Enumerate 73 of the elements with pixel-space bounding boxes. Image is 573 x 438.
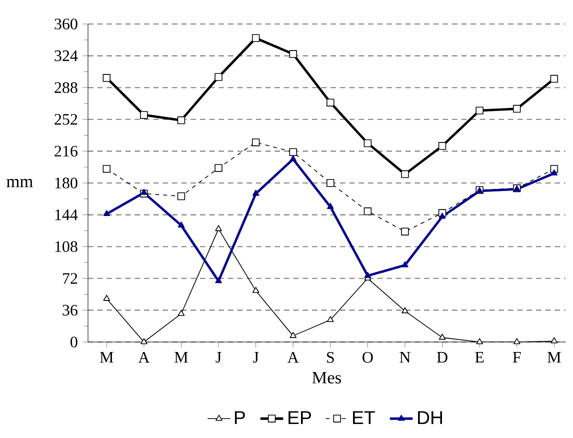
x-tick-label: S	[327, 352, 334, 363]
x-tick-label: A	[138, 352, 150, 363]
y-tick-label: 72	[63, 273, 78, 284]
x-tick-label: M	[174, 352, 188, 363]
point	[364, 207, 372, 216]
point	[102, 164, 111, 173]
point	[550, 74, 558, 83]
x-tick-label: J	[216, 352, 222, 363]
legend-label: DH	[418, 411, 442, 424]
x-tick-label: O	[362, 352, 373, 363]
point	[290, 155, 297, 162]
point	[326, 179, 334, 187]
x-tick-label: M	[548, 352, 561, 363]
point	[252, 286, 260, 293]
x-tick-label: N	[400, 352, 410, 363]
point	[401, 170, 409, 178]
y-tick-label: 108	[55, 241, 78, 252]
point	[289, 50, 297, 58]
point	[438, 212, 446, 219]
legend-label: ET	[353, 411, 375, 424]
y-tick-label: 288	[54, 82, 78, 93]
point	[327, 316, 334, 322]
legend-label: EP	[288, 411, 311, 424]
point	[252, 34, 260, 42]
x-tick-label: A	[287, 352, 299, 363]
point	[364, 272, 372, 278]
legend-label: P	[234, 411, 245, 424]
point	[214, 73, 222, 81]
point	[103, 210, 110, 216]
y-tick-label: 180	[55, 178, 78, 188]
point	[252, 138, 260, 146]
x-tick-label: E	[475, 352, 484, 363]
point	[476, 338, 483, 344]
x-axis-title: Mes	[312, 372, 341, 384]
y-tick-label: 0	[70, 336, 78, 348]
point	[177, 192, 186, 200]
point	[215, 225, 222, 232]
point	[402, 307, 408, 314]
point	[476, 106, 484, 114]
point	[289, 148, 297, 156]
point	[102, 74, 111, 82]
point	[177, 116, 186, 124]
y-tick-label: 36	[62, 304, 78, 316]
point	[438, 142, 446, 150]
y-tick-label: 324	[54, 50, 78, 62]
point	[326, 98, 334, 106]
point	[214, 164, 222, 172]
y-tick-label: 144	[55, 210, 78, 220]
point	[402, 261, 408, 268]
point	[401, 228, 409, 236]
point	[512, 104, 521, 113]
x-tick-label: D	[436, 352, 448, 363]
y-axis-title: mm	[6, 178, 33, 188]
x-tick-label: J	[253, 352, 259, 363]
point	[550, 337, 558, 344]
point	[178, 222, 185, 228]
x-tick-label: F	[512, 352, 521, 363]
point	[513, 338, 520, 344]
point	[364, 139, 372, 148]
y-tick-label: 216	[54, 146, 78, 157]
point	[290, 332, 297, 338]
y-tick-label: 252	[54, 114, 78, 125]
point	[140, 338, 148, 344]
point	[327, 202, 334, 209]
point	[178, 310, 185, 316]
point	[140, 111, 148, 119]
point	[215, 277, 222, 284]
y-tick-label: 360	[54, 18, 78, 30]
point	[103, 294, 110, 301]
point	[140, 188, 148, 195]
point	[252, 190, 260, 196]
point	[438, 334, 446, 340]
x-tick-label: M	[100, 352, 114, 363]
